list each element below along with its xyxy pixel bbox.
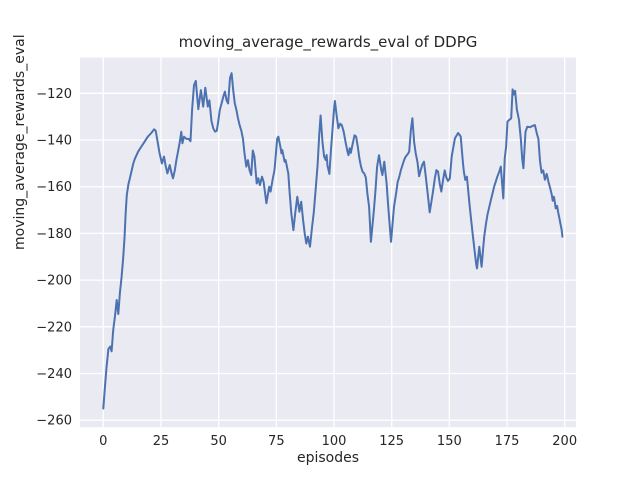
x-tick-label: 75 [268,434,285,449]
y-tick-label: −180 [36,227,72,242]
chart-title: moving_average_rewards_eval of DDPG [178,33,478,51]
x-tick-label: 150 [437,434,462,449]
y-tick-label: −260 [36,414,72,429]
y-tick-label: −240 [36,367,72,382]
y-tick-label: −120 [36,87,72,102]
x-tick-label: 50 [210,434,227,449]
x-tick-label: 100 [322,434,347,449]
y-tick-label: −200 [36,274,72,289]
y-tick-label: −220 [36,320,72,335]
x-tick-label: 200 [552,434,577,449]
x-tick-label: 0 [99,434,107,449]
x-tick-label: 125 [379,434,404,449]
x-tick-label: 25 [153,434,170,449]
reward-line [102,72,564,410]
x-tick-label: 175 [495,434,520,449]
y-tick-label: −140 [36,134,72,149]
x-axis-label: episodes [296,450,360,466]
y-tick-label: −160 [36,180,72,195]
plot-area [80,57,576,428]
